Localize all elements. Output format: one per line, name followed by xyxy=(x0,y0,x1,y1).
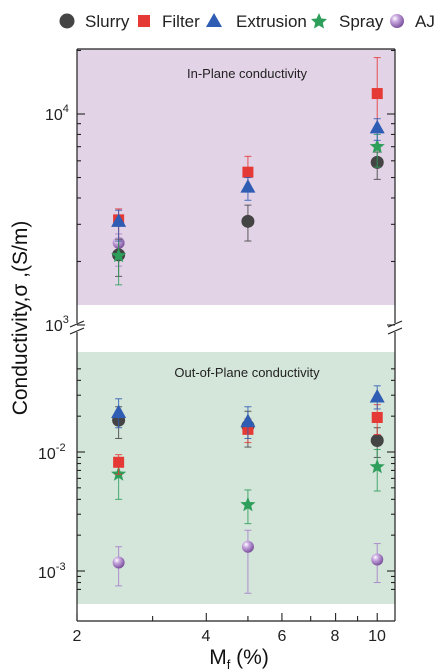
out-of-plane-extrusion-point-2 xyxy=(369,385,385,410)
in-plane-filter-marker-2 xyxy=(371,88,383,100)
out-of-plane-spray-point-1 xyxy=(240,489,256,525)
y-tick-label-1e4: 104 xyxy=(45,103,69,124)
in-plane-slurry-marker-1 xyxy=(241,214,255,228)
axis-ticks xyxy=(76,49,395,621)
axis-break-marks xyxy=(69,320,403,335)
y-tick-label-1e3: 103 xyxy=(45,314,69,335)
in-plane-frame xyxy=(76,48,396,323)
legend: Slurry Filter Extrusion Spray AJ xyxy=(59,12,435,31)
out-of-plane-filter-marker-0 xyxy=(113,456,125,468)
out-of-plane-aj-marker-0 xyxy=(112,556,125,569)
legend-label-aj: AJ xyxy=(415,12,435,31)
in-plane-panel-background xyxy=(77,49,395,305)
out-of-plane-aj-point-0 xyxy=(112,546,125,587)
out-of-plane-spray-marker-2 xyxy=(369,458,385,474)
in-plane-slurry-point-1 xyxy=(241,204,255,242)
x-tick-label-4: 4 xyxy=(202,628,211,645)
in-plane-extrusion-marker-2 xyxy=(369,119,385,134)
out-of-plane-aj-point-1 xyxy=(241,529,254,594)
x-tick-label-10: 10 xyxy=(368,628,386,645)
in-plane-extrusion-point-0 xyxy=(111,209,127,242)
legend-marker-aj xyxy=(390,14,404,28)
in-plane-spray-marker-2 xyxy=(369,138,385,154)
out-of-plane-extrusion-point-1 xyxy=(240,406,256,439)
legend-item-aj: AJ xyxy=(390,12,435,31)
in-plane-filter-marker-1 xyxy=(242,166,254,178)
legend-label-filter: Filter xyxy=(162,12,200,31)
out-of-plane-filter-point-0 xyxy=(113,454,125,475)
legend-item-extrusion: Extrusion xyxy=(206,12,307,31)
x-axis-title: Mf (%) xyxy=(209,646,269,672)
x-tick-label-2: 2 xyxy=(73,628,82,645)
legend-item-filter: Filter xyxy=(138,12,200,31)
in-plane-extrusion-marker-1 xyxy=(240,179,256,193)
y-tick-label-1e-2: 10-2 xyxy=(38,442,66,463)
x-tick-label-8: 8 xyxy=(331,628,340,645)
legend-label-slurry: Slurry xyxy=(85,12,130,31)
out-of-plane-extrusion-marker-1 xyxy=(240,413,256,428)
y-tick-label-1e-3: 10-3 xyxy=(38,561,66,582)
legend-marker-slurry xyxy=(59,13,75,29)
out-of-plane-spray-point-2 xyxy=(369,448,385,492)
legend-item-slurry: Slurry xyxy=(59,12,130,31)
legend-label-spray: Spray xyxy=(339,12,384,31)
x-tick-label-6: 6 xyxy=(278,628,287,645)
in-plane-title: In-Plane conductivity xyxy=(187,66,307,81)
in-plane-extrusion-point-1 xyxy=(240,177,256,201)
in-plane-extrusion-point-2 xyxy=(369,118,385,141)
out-of-plane-filter-marker-2 xyxy=(371,411,383,423)
out-of-plane-spray-marker-1 xyxy=(240,496,256,512)
out-of-plane-panel-background xyxy=(77,352,395,604)
out-of-plane-extrusion-point-0 xyxy=(111,398,127,429)
legend-marker-spray xyxy=(311,13,327,29)
data-marks xyxy=(111,57,385,594)
out-of-plane-slurry-marker-2 xyxy=(370,433,384,447)
legend-marker-extrusion xyxy=(206,13,222,27)
y-axis-title: Conductivity,σ ,(S/m) xyxy=(9,221,32,416)
legend-item-spray: Spray xyxy=(311,12,384,31)
in-plane-extrusion-marker-0 xyxy=(111,213,127,227)
out-of-plane-aj-marker-2 xyxy=(371,553,384,566)
out-of-plane-title: Out-of-Plane conductivity xyxy=(174,365,320,380)
out-of-plane-extrusion-marker-0 xyxy=(111,404,127,418)
in-plane-spray-marker-0 xyxy=(111,247,127,263)
out-of-plane-aj-marker-1 xyxy=(241,540,254,553)
legend-marker-filter xyxy=(138,15,150,27)
legend-label-extrusion: Extrusion xyxy=(236,12,307,31)
out-of-plane-extrusion-marker-2 xyxy=(369,388,385,403)
out-of-plane-aj-point-2 xyxy=(371,543,384,584)
